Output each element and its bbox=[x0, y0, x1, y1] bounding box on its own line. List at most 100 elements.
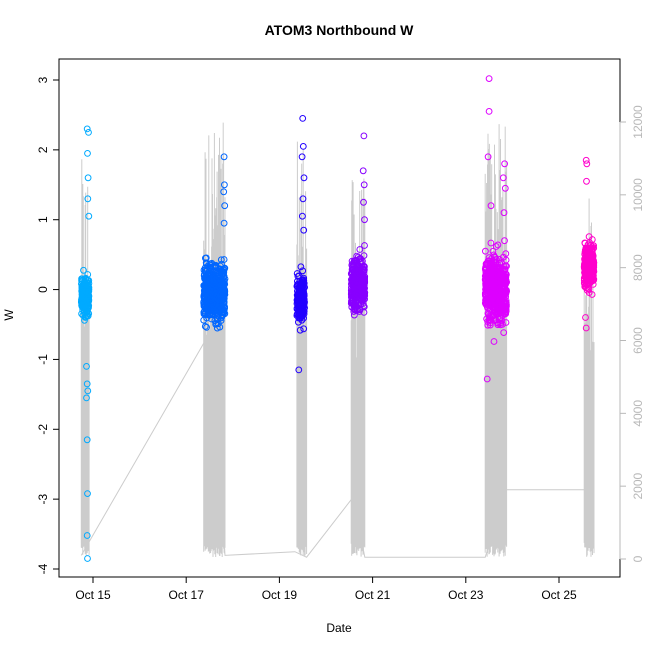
data-point bbox=[201, 270, 208, 278]
data-point bbox=[200, 282, 208, 289]
data-point bbox=[497, 298, 505, 306]
data-point bbox=[219, 308, 227, 316]
chart-title: ATOM3 Northbound W bbox=[265, 22, 415, 38]
data-point bbox=[349, 275, 356, 283]
y-tick-label: -3 bbox=[36, 493, 50, 504]
data-point bbox=[486, 277, 494, 285]
data-point bbox=[201, 301, 209, 309]
data-point bbox=[583, 160, 591, 168]
data-point bbox=[294, 282, 301, 290]
x-tick-label: Oct 21 bbox=[355, 588, 391, 602]
right-y-axis: 0 2000 4000 6000 8000 10000 12000 bbox=[619, 105, 645, 562]
data-point bbox=[491, 296, 499, 304]
data-point bbox=[209, 303, 217, 311]
data-point bbox=[211, 262, 218, 270]
data-point bbox=[487, 202, 495, 210]
data-point bbox=[79, 282, 87, 290]
data-point bbox=[83, 125, 91, 133]
series-6 bbox=[580, 156, 598, 332]
data-point bbox=[582, 284, 590, 292]
y-tick-label: 0 bbox=[36, 286, 50, 293]
data-point bbox=[360, 263, 368, 271]
x-tick-label: Oct 15 bbox=[75, 588, 111, 602]
data-point bbox=[361, 242, 368, 249]
secondary-series-burst bbox=[203, 122, 226, 557]
data-point bbox=[493, 278, 501, 286]
data-point bbox=[201, 323, 209, 330]
data-point bbox=[205, 311, 213, 318]
data-point bbox=[487, 260, 495, 268]
data-point bbox=[357, 301, 365, 309]
x-axis: Oct 15 Oct 17 Oct 19 Oct 21 Oct 23 Oct 25 bbox=[75, 576, 577, 602]
series-4 bbox=[347, 132, 369, 319]
data-point bbox=[482, 247, 489, 255]
data-point bbox=[501, 237, 508, 245]
data-point bbox=[220, 153, 228, 161]
data-point bbox=[216, 323, 224, 331]
secondary-series-layer bbox=[80, 122, 595, 558]
data-point bbox=[221, 181, 228, 189]
data-point bbox=[355, 277, 363, 285]
data-point bbox=[207, 264, 215, 272]
data-point bbox=[360, 309, 368, 316]
data-point bbox=[220, 188, 228, 196]
data-point bbox=[361, 216, 368, 224]
data-point bbox=[583, 268, 590, 276]
data-point bbox=[296, 326, 304, 334]
y-tick-label: -4 bbox=[36, 563, 50, 574]
data-point bbox=[352, 298, 359, 306]
data-point bbox=[216, 301, 223, 309]
data-point bbox=[500, 305, 507, 313]
data-point bbox=[213, 292, 221, 300]
data-point bbox=[499, 321, 506, 328]
data-point bbox=[214, 320, 222, 328]
data-point bbox=[84, 387, 92, 395]
data-point bbox=[501, 184, 509, 192]
data-point bbox=[350, 257, 358, 265]
data-point bbox=[84, 150, 91, 157]
data-point bbox=[487, 239, 495, 247]
data-point bbox=[85, 129, 92, 136]
data-point bbox=[485, 75, 493, 82]
data-point bbox=[359, 167, 367, 175]
data-point bbox=[217, 256, 225, 264]
data-point bbox=[295, 318, 302, 326]
right-y-tick-label: 2000 bbox=[631, 472, 645, 499]
right-y-tick-label: 10000 bbox=[631, 178, 645, 212]
secondary-series-line bbox=[80, 331, 595, 558]
data-point bbox=[217, 314, 225, 322]
right-y-tick-label: 4000 bbox=[631, 400, 645, 427]
data-point bbox=[78, 291, 86, 299]
data-point bbox=[494, 268, 502, 276]
data-point bbox=[221, 202, 229, 210]
data-point bbox=[298, 290, 306, 298]
data-point bbox=[212, 277, 220, 284]
data-point bbox=[360, 198, 367, 206]
data-point bbox=[80, 266, 87, 274]
data-point bbox=[355, 308, 363, 315]
data-point bbox=[299, 306, 307, 313]
data-point bbox=[589, 270, 597, 278]
data-point bbox=[499, 287, 507, 295]
data-point bbox=[586, 275, 593, 283]
data-point bbox=[495, 304, 503, 312]
data-point bbox=[295, 366, 303, 374]
plot-frame bbox=[58, 58, 621, 578]
data-point bbox=[300, 277, 308, 284]
data-point bbox=[582, 314, 589, 321]
data-point bbox=[348, 299, 355, 307]
secondary-series-burst bbox=[583, 198, 595, 557]
data-point bbox=[490, 338, 498, 345]
secondary-series-burst bbox=[484, 124, 508, 557]
data-point bbox=[482, 289, 490, 296]
data-point bbox=[207, 291, 214, 299]
data-point bbox=[486, 291, 494, 298]
data-point bbox=[300, 325, 308, 333]
data-point bbox=[500, 329, 508, 337]
data-point bbox=[220, 285, 228, 293]
series-1 bbox=[78, 125, 93, 562]
y-tick-label: 2 bbox=[36, 146, 50, 153]
data-point bbox=[496, 256, 503, 263]
data-point bbox=[84, 195, 92, 203]
